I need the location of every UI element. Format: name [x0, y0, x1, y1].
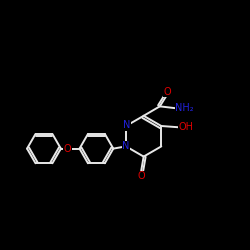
- Text: N: N: [123, 120, 130, 130]
- Text: N: N: [122, 142, 130, 152]
- Text: NH₂: NH₂: [175, 102, 194, 113]
- Text: O: O: [163, 87, 171, 97]
- Text: O: O: [137, 172, 145, 181]
- Text: OH: OH: [178, 122, 193, 132]
- Text: O: O: [64, 144, 72, 154]
